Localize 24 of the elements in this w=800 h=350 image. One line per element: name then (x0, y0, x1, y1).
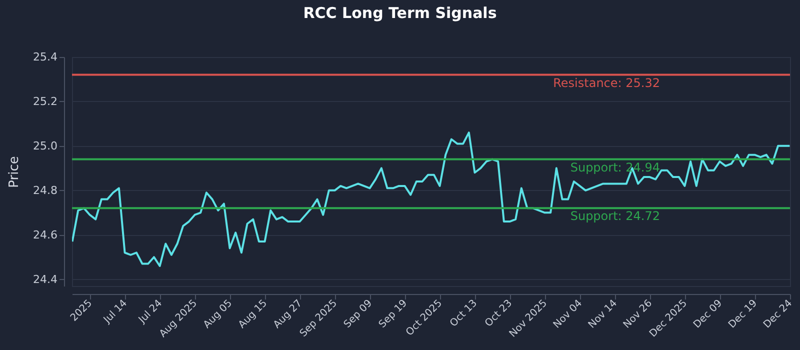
ref-line-label: Support: 24.94 (570, 160, 660, 174)
x-tick-label: Dec 09 (692, 298, 724, 331)
y-tick-label: 24.4 (33, 272, 58, 286)
ref-line-label: Resistance: 25.32 (553, 76, 660, 90)
x-tick-label: Oct 23 (483, 298, 514, 330)
x-tick-label: Jul 14 (101, 298, 130, 326)
y-tick-label: 24.8 (33, 184, 58, 197)
x-tick-label: Aug 15 (236, 298, 270, 331)
y-tick-label: 25.4 (33, 50, 58, 64)
x-tick-label: Sep 09 (342, 298, 374, 330)
y-tick-label: 25.0 (33, 139, 58, 152)
ref-line-label: Support: 24.72 (570, 209, 660, 224)
line-series (72, 132, 790, 267)
x-tick-label: Oct 13 (448, 298, 480, 330)
y-tick-label: 25.2 (33, 94, 58, 108)
x-tick-label: Dec 19 (726, 298, 760, 331)
x-tick-label: Jul 24 (136, 298, 165, 326)
x-tick-label: Aug 05 (202, 298, 235, 331)
x-tick-label: Nov 04 (552, 298, 584, 331)
x-tick-label: Dec 24 (762, 298, 794, 331)
y-tick-label: 24.6 (33, 228, 58, 242)
y-axis-title: Price (7, 156, 22, 188)
chart-title: RCC Long Term Signals (303, 4, 497, 22)
x-tick-label: Nov 14 (586, 298, 620, 331)
